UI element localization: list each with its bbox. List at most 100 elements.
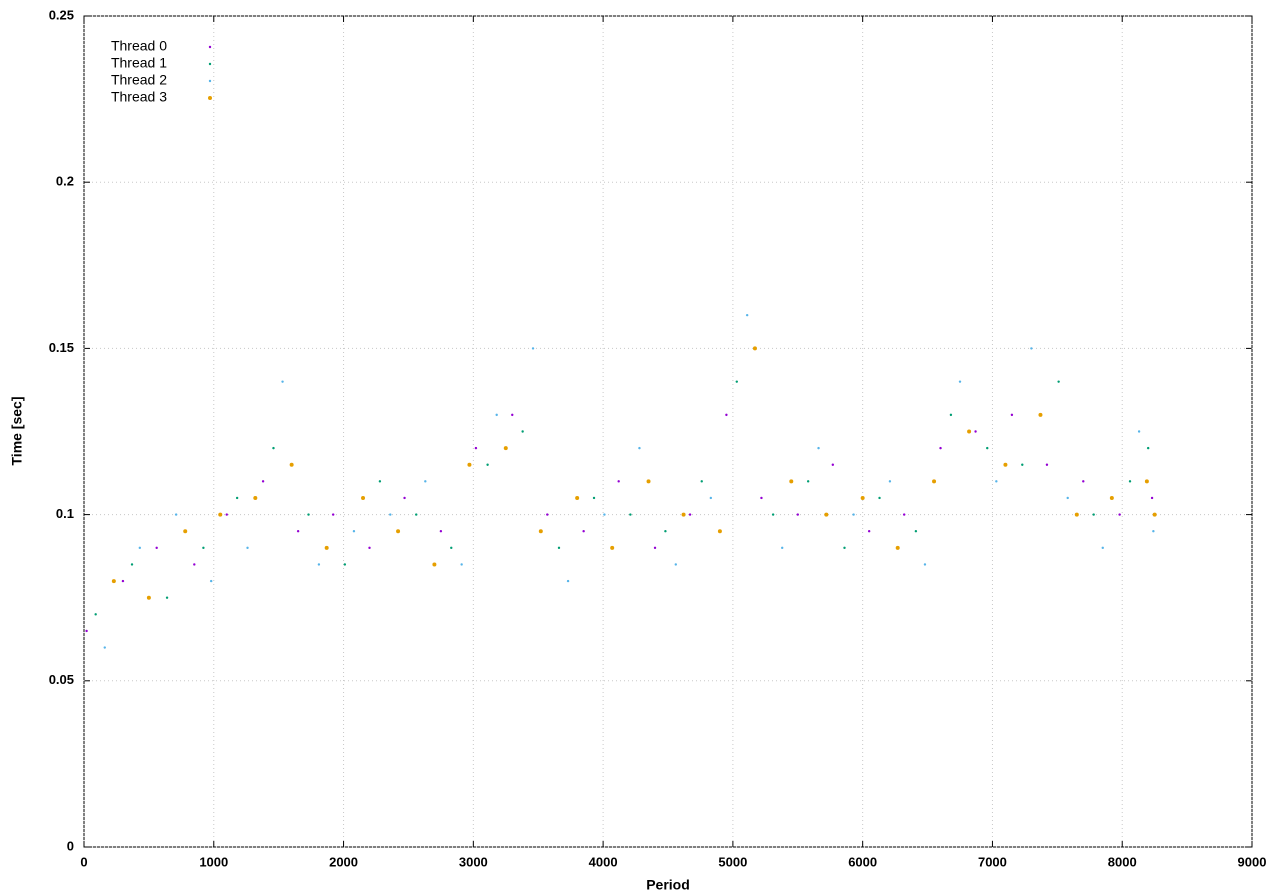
point <box>1092 513 1095 516</box>
point <box>949 413 953 417</box>
point <box>1146 446 1150 450</box>
point <box>511 413 514 417</box>
point <box>467 462 472 467</box>
point <box>1021 463 1024 466</box>
point <box>324 545 329 550</box>
point <box>1010 413 1014 417</box>
point <box>1144 479 1149 484</box>
point <box>1150 496 1154 500</box>
point <box>368 546 371 550</box>
point <box>592 496 596 500</box>
x-axis-label: Period <box>646 877 690 893</box>
legend-label: Thread 1 <box>111 55 167 71</box>
point <box>94 613 97 616</box>
y-tick-label: 0.15 <box>49 340 74 355</box>
x-tick-label: 8000 <box>1108 854 1137 869</box>
point <box>888 480 892 483</box>
point <box>923 563 927 566</box>
point <box>653 546 657 550</box>
point <box>253 495 258 500</box>
point <box>902 513 906 516</box>
y-tick-label: 0.05 <box>49 672 74 687</box>
x-tick-label: 4000 <box>589 854 618 869</box>
point <box>439 530 443 533</box>
point <box>674 563 677 566</box>
legend-marker <box>208 79 212 83</box>
point <box>103 646 106 649</box>
point <box>531 347 535 350</box>
point <box>831 463 835 466</box>
point <box>932 479 937 484</box>
point <box>796 513 799 516</box>
point <box>771 513 775 516</box>
point <box>209 579 213 583</box>
x-tick-label: 2000 <box>329 854 358 869</box>
point <box>817 446 820 450</box>
point <box>745 313 749 317</box>
point <box>939 446 942 450</box>
point <box>130 563 134 566</box>
point <box>986 446 989 450</box>
point <box>646 479 651 484</box>
y-tick-label: 0.1 <box>56 506 74 521</box>
point <box>781 546 784 550</box>
point <box>681 512 686 517</box>
point <box>389 513 392 516</box>
point <box>538 529 543 534</box>
point <box>146 595 151 600</box>
point <box>806 480 810 483</box>
point <box>852 513 855 516</box>
point <box>272 446 275 450</box>
point <box>1082 480 1085 483</box>
point <box>474 446 478 450</box>
point <box>1137 430 1141 433</box>
point <box>361 495 366 500</box>
point <box>343 563 347 566</box>
point <box>331 513 335 516</box>
point <box>165 596 169 599</box>
point <box>503 446 508 451</box>
point <box>1118 513 1121 516</box>
point <box>878 496 881 500</box>
point <box>403 496 406 500</box>
x-tick-label: 9000 <box>1238 854 1267 869</box>
x-tick-label: 3000 <box>459 854 488 869</box>
point <box>155 546 158 550</box>
point <box>193 563 196 566</box>
point <box>1109 495 1114 500</box>
legend-marker <box>208 62 212 66</box>
point <box>860 495 865 500</box>
point <box>914 530 918 533</box>
point <box>700 480 703 483</box>
legend-label: Thread 0 <box>111 38 167 54</box>
point <box>995 480 998 483</box>
point <box>486 463 489 466</box>
point <box>582 530 585 533</box>
point <box>317 563 321 566</box>
y-axis-label: Time [sec] <box>9 397 25 466</box>
point <box>281 380 284 383</box>
point <box>664 530 667 533</box>
point <box>460 563 463 566</box>
point <box>725 413 728 417</box>
point <box>1128 480 1132 483</box>
point <box>218 512 223 517</box>
point <box>424 480 427 483</box>
point <box>1057 380 1060 383</box>
point <box>617 480 620 483</box>
point <box>867 530 871 533</box>
point <box>629 513 632 516</box>
point <box>752 346 757 351</box>
point <box>1030 347 1033 350</box>
point <box>824 512 829 517</box>
point <box>958 380 962 383</box>
point <box>1152 512 1157 517</box>
point <box>307 513 310 516</box>
point <box>432 562 437 567</box>
point <box>974 430 977 433</box>
point <box>688 513 692 516</box>
x-tick-label: 0 <box>80 854 87 869</box>
point <box>610 545 615 550</box>
point <box>225 513 228 516</box>
